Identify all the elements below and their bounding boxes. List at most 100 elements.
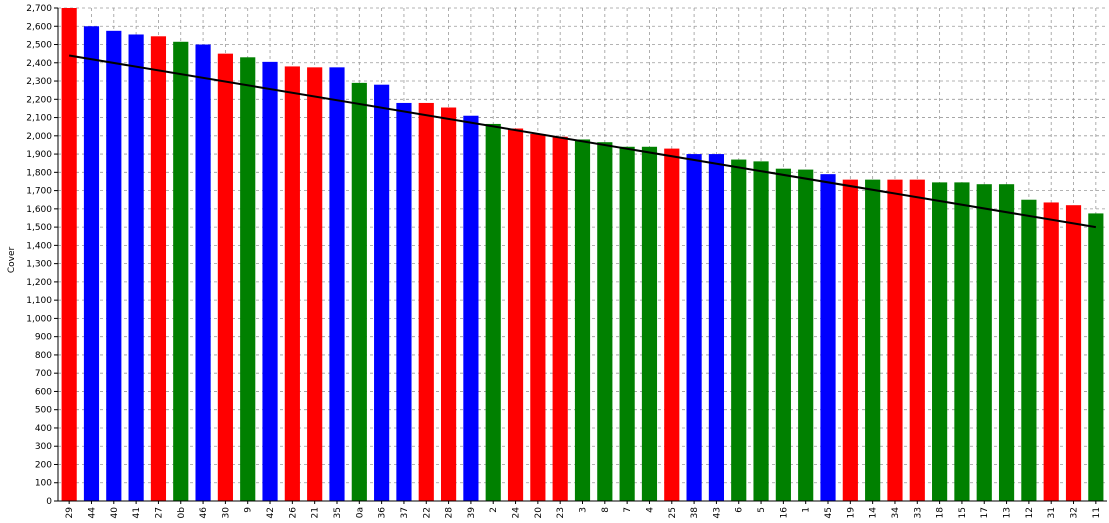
bar [262, 61, 278, 502]
trendline [68, 54, 1097, 229]
x-tick-label: 30 [221, 507, 231, 519]
y-tick-label: 1,100 [26, 296, 52, 306]
y-tick-label: 1,500 [26, 223, 52, 233]
bar [641, 146, 658, 501]
x-tick-label: 4 [645, 507, 655, 513]
x-tick-label: 42 [266, 507, 276, 518]
bar [83, 26, 100, 502]
bar [686, 154, 702, 501]
bar [998, 184, 1015, 502]
x-tick-label: 12 [1025, 507, 1035, 518]
x-tick-label: 34 [891, 507, 901, 519]
y-tick-label: 2,400 [26, 59, 52, 69]
bar [173, 41, 189, 501]
x-tick-label: 26 [288, 507, 298, 519]
x-tick-label: 44 [87, 507, 97, 519]
x-tick-label: 13 [1003, 507, 1013, 518]
bar [440, 107, 457, 501]
bar [106, 30, 122, 502]
x-tick-label: 37 [400, 507, 410, 518]
x-tick-label: 7 [623, 507, 633, 513]
x-tick-label: 45 [824, 507, 834, 518]
x-tick-label: 38 [690, 507, 700, 519]
x-tick-label: 2 [489, 507, 499, 513]
x-tick-label: 25 [668, 507, 678, 518]
x-tick-label: 23 [556, 507, 566, 518]
x-tick-label: 39 [467, 507, 477, 519]
x-tick-label: 1 [802, 507, 812, 513]
x-tick-label: 33 [913, 507, 923, 518]
y-tick-label: 0 [46, 497, 52, 507]
bar [664, 148, 680, 501]
y-tick-label: 400 [35, 424, 52, 434]
y-tick-label: 2,600 [26, 22, 52, 32]
bar [507, 128, 524, 501]
x-tick-label: 8 [601, 507, 611, 513]
y-tick-label: 200 [35, 460, 52, 470]
y-tick-label: 700 [35, 369, 52, 379]
bar [307, 67, 323, 501]
y-tick-label: 2,100 [26, 114, 52, 124]
bar [329, 67, 345, 501]
bar [284, 66, 300, 501]
x-tick-labels: 29 44 40 41 27 0b 46 30 9 42 26 21 35 0a 36 37 22 28 39 2 24… [65, 507, 1102, 519]
y-axis-title: Cover [7, 247, 17, 274]
x-tick-label: 29 [65, 507, 75, 519]
y-tick-label: 2,500 [26, 41, 52, 51]
y-tick-label: 300 [35, 442, 52, 452]
trendline-group [68, 54, 1097, 229]
y-tick-label: 900 [35, 333, 52, 343]
y-tick-label: 2,700 [26, 4, 52, 14]
x-tick-label: 35 [333, 507, 343, 518]
y-tick-labels: 0 100 200 300 400 500 600 700 800 900 1,000 1,100 1,… [26, 4, 52, 507]
y-tick-label: 600 [35, 387, 52, 397]
bar [954, 182, 970, 502]
bars [61, 8, 1104, 502]
bar [552, 136, 568, 501]
x-tick-label: 41 [132, 507, 142, 518]
bar [418, 102, 434, 501]
x-tick-label: 22 [422, 507, 432, 518]
bar [753, 161, 769, 501]
x-tick-label: 19 [846, 507, 856, 519]
y-tick-label: 100 [35, 479, 52, 489]
y-tick-label: 1,800 [26, 168, 52, 178]
y-tick-label: 1,600 [26, 205, 52, 215]
x-tick-label: 14 [869, 507, 879, 519]
y-tick-label: 1,300 [26, 260, 52, 270]
x-tick-label: 9 [244, 507, 254, 513]
y-tick-label: 2,300 [26, 77, 52, 87]
bar [976, 184, 992, 502]
y-tick-label: 1,000 [26, 314, 52, 324]
bar [619, 146, 635, 501]
bar [708, 154, 725, 501]
x-tick-label: 27 [154, 507, 164, 518]
bar [61, 8, 77, 501]
bar [150, 36, 167, 502]
bar [1065, 205, 1082, 501]
x-tick-label: 0a [355, 507, 365, 518]
x-tick-label: 0b [177, 507, 187, 519]
y-tick-label: 1,900 [26, 150, 52, 160]
y-tick-label: 2,000 [26, 132, 52, 142]
bar [798, 169, 814, 501]
bar [887, 179, 903, 502]
x-tick-label: 46 [199, 507, 209, 519]
y-tick-label: 1,200 [26, 278, 52, 288]
bar [1043, 202, 1059, 501]
x-tick-label: 21 [311, 507, 321, 518]
bar [396, 102, 412, 501]
bar [597, 142, 613, 501]
y-tick-label: 1,400 [26, 241, 52, 251]
x-tick-label: 24 [512, 507, 522, 519]
y-tick-label: 500 [35, 406, 52, 416]
y-tick-label: 1,700 [26, 187, 52, 197]
bar [240, 57, 256, 502]
x-tick-label: 20 [534, 507, 544, 519]
x-tick-label: 6 [735, 507, 745, 513]
x-tick-label: 31 [1047, 507, 1057, 518]
bar [1088, 213, 1104, 501]
x-tick-label: 17 [980, 507, 990, 518]
x-tick-label: 18 [936, 507, 946, 519]
